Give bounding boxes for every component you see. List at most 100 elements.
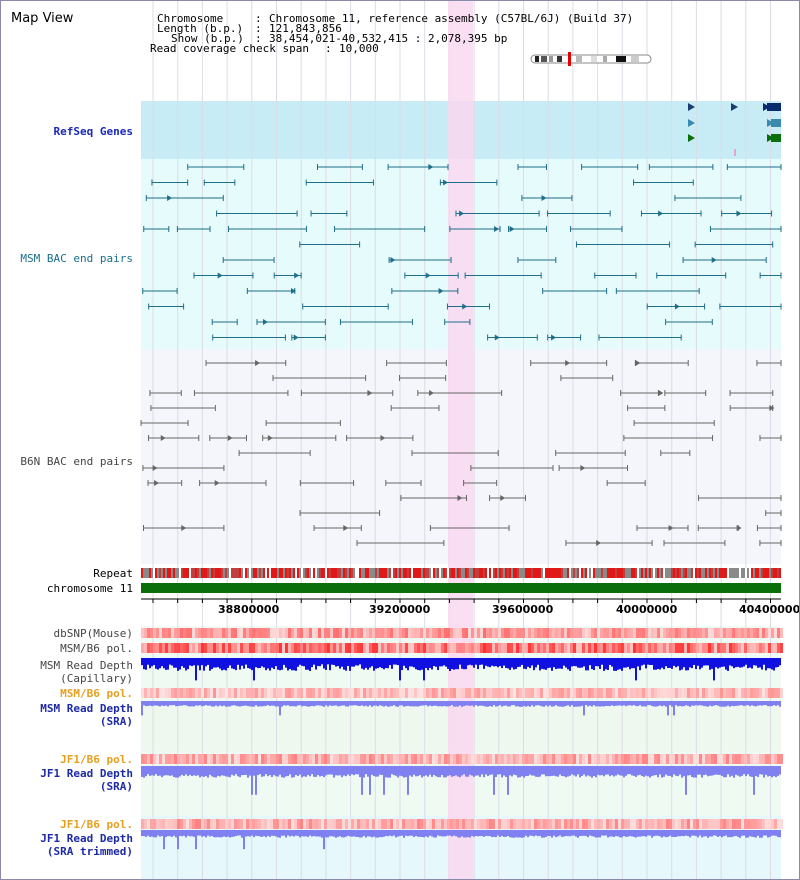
- refseq-genes-label[interactable]: RefSeq Genes: [53, 125, 133, 138]
- jf1-sra-depth-bar: [299, 766, 301, 775]
- jf1-b6-pol-cell: [729, 754, 732, 764]
- msm-capillary-depth-bar: [707, 658, 709, 666]
- msm-capillary-depth-bar: [161, 658, 163, 667]
- msm-b6-pol-cell: [300, 643, 303, 653]
- b6n-bac-pair-arrow: [565, 360, 571, 366]
- msm-capillary-depth-bar: [553, 658, 555, 668]
- repeat-segment: [253, 568, 255, 578]
- msm-capillary-depth-bar: [417, 658, 419, 671]
- msm-b6-pol-cell: [717, 643, 720, 653]
- repeat-segment: [167, 568, 169, 578]
- msm-capillary-depth-bar: [511, 658, 513, 668]
- jf1-b6-pol-trim-cell: [570, 819, 573, 829]
- msm-b6-pol-sra-cell: [192, 688, 195, 698]
- msm-b6-pol-sra-cell: [594, 688, 597, 698]
- jf1-b6-pol-trim-cell: [345, 819, 348, 829]
- jf1-trim-depth-bar: [413, 830, 415, 838]
- jf1-sra-depth-bar: [533, 766, 535, 776]
- jf1-trim-depth-bar: [337, 830, 339, 837]
- msm-b6-pol-cell: [414, 643, 417, 653]
- jf1-b6-pol-cell: [648, 754, 651, 764]
- jf1-sra-depth-bar: [669, 766, 671, 776]
- msm-b6-pol-cell: [690, 643, 693, 653]
- b6n-bac-end-pairs-label[interactable]: B6N BAC end pairs: [20, 455, 133, 468]
- msm-capillary-depth-bar: [251, 658, 253, 671]
- msm-b6-pol-sra-cell: [747, 688, 750, 698]
- jf1-sra-depth-bar: [655, 766, 657, 775]
- jf1-trim-depth-bar: [375, 830, 377, 838]
- msm-sra-depth-bar: [375, 701, 377, 706]
- jf1-sra-depth-bar: [145, 766, 147, 777]
- msm-capillary-depth-bar: [483, 658, 485, 669]
- msm-b6-pol-cell: [576, 643, 579, 653]
- msm-b6-pol-cell: [273, 643, 276, 653]
- dbsnp-cell: [465, 628, 468, 638]
- repeat-segment: [583, 568, 585, 578]
- msm-b6-pol-cell: [153, 643, 156, 653]
- jf1-sra-depth-bar: [371, 766, 373, 775]
- dbsnp-cell: [447, 628, 450, 638]
- jf1-trim-depth-bar: [545, 830, 547, 837]
- dbsnp-cell: [609, 628, 612, 638]
- repeat-segment: [577, 568, 579, 578]
- jf1-sra-depth-bar: [749, 766, 751, 777]
- msm-capillary-depth-bar: [765, 658, 767, 671]
- jf1-trim-depth-bar: [693, 830, 695, 836]
- jf1-sra-depth-bar: [771, 766, 773, 778]
- jf1-b6-pol-cell: [333, 754, 336, 764]
- jf1-trim-depth-bar: [435, 830, 437, 838]
- jf1-sra-depth-bar: [767, 766, 769, 777]
- jf1-trim-depth-bar: [577, 830, 579, 838]
- repeat-segment: [187, 568, 189, 578]
- msm-sra-depth-bar: [267, 701, 269, 706]
- msm-capillary-depth-bar: [647, 658, 649, 665]
- dbsnp-cell: [759, 628, 762, 638]
- jf1-trim-depth-bar: [223, 830, 225, 837]
- jf1-b6-pol-cell: [147, 754, 150, 764]
- msm-sra-depth-bar: [245, 701, 247, 706]
- repeat-segment: [679, 568, 681, 578]
- msm-capillary-depth-bar: [597, 658, 599, 667]
- repeat-segment: [477, 568, 479, 578]
- dbsnp-cell: [561, 628, 564, 638]
- jf1-trim-depth-bar: [229, 830, 231, 838]
- msm-bac-pair-arrow: [736, 210, 742, 217]
- msm-b6-pol-sra-cell: [285, 688, 288, 698]
- msm-sra-depth-bar: [647, 701, 649, 706]
- jf1-b6-pol-trim-cell: [453, 819, 456, 829]
- dbsnp-cell: [183, 628, 186, 638]
- dbsnp-cell: [636, 628, 639, 638]
- msm-b6-pol-sra-cell: [741, 688, 744, 698]
- msm-b6-pol-sra-cell: [342, 688, 345, 698]
- jf1-trim-depth-bar: [709, 830, 711, 837]
- msm-b6-pol-sra-cell: [771, 688, 774, 698]
- repeat-segment: [197, 568, 199, 578]
- repeat-segment: [177, 568, 179, 578]
- jf1-trim-depth-bar: [397, 830, 399, 837]
- jf1-sra-depth-bar: [413, 766, 415, 775]
- msm-sra-depth-bar: [691, 701, 693, 706]
- msm-capillary-depth-bar: [405, 658, 407, 669]
- jf1-sra-depth-bar: [631, 766, 633, 776]
- msm-capillary-depth-bar: [397, 658, 399, 666]
- msm-bac-end-pairs-label[interactable]: MSM BAC end pairs: [20, 252, 133, 265]
- msm-capillary-depth-bar: [461, 658, 463, 669]
- jf1-trim-depth-bar: [765, 830, 767, 836]
- repeat-segment: [751, 568, 753, 578]
- msm-b6-pol-cell: [744, 643, 747, 653]
- msm-sra-depth-bar: [377, 701, 379, 707]
- msm-sra-depth-bar: [545, 701, 547, 706]
- jf1-b6-pol-trim-cell: [309, 819, 312, 829]
- msm-b6-pol-sra-cell: [498, 688, 501, 698]
- jf1-trim-depth-bar: [641, 830, 643, 837]
- jf1-b6-pol-cell: [471, 754, 474, 764]
- jf1-b6-pol-trim-cell: [240, 819, 243, 829]
- repeat-segment: [395, 568, 397, 578]
- dbsnp-cell: [360, 628, 363, 638]
- jf1-sra-depth-bar: [663, 766, 665, 777]
- msm-capillary-depth-bar: [521, 658, 523, 665]
- msm-sra-depth-bar: [189, 701, 191, 707]
- jf1-sra-depth-bar: [659, 766, 661, 775]
- jf1-trim-depth-bar: [701, 830, 703, 838]
